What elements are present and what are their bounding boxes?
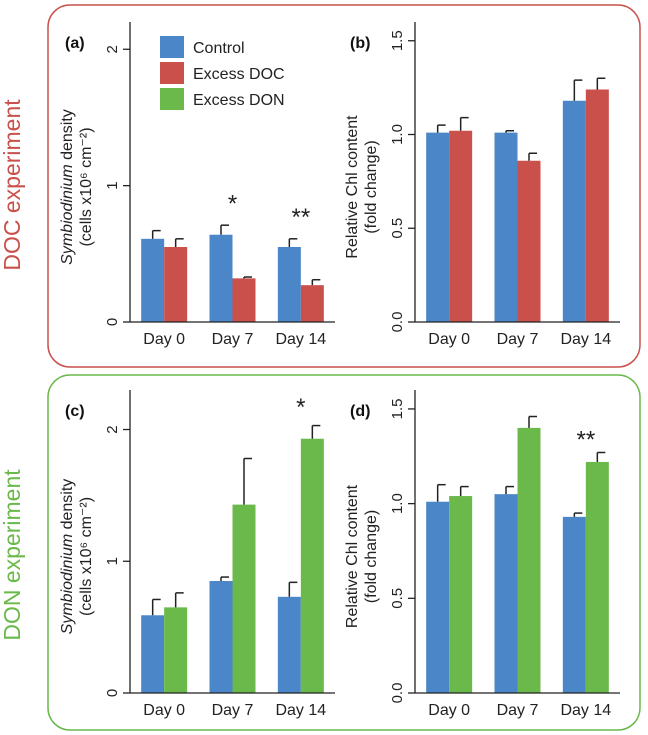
y-tick-label: 0.0 (389, 683, 406, 704)
legend-swatch-control (160, 36, 184, 58)
don-experiment-title: DON experiment (0, 469, 25, 641)
bar-control-day7 (209, 581, 233, 693)
bar-control-day14 (277, 247, 301, 322)
y-tick-label: 0.5 (389, 218, 406, 239)
y-tick-label: 0 (104, 318, 121, 326)
x-tick-label: Day 14 (560, 331, 611, 348)
bar-don-day7 (232, 504, 256, 693)
bar-control-day14 (562, 100, 586, 322)
bar-don-day0 (164, 607, 188, 693)
significance-marker: * (228, 190, 237, 217)
bar-don-day7 (517, 427, 541, 693)
y-tick-label: 0.5 (389, 588, 406, 609)
panel-label: (a) (65, 35, 85, 52)
x-tick-label: Day 0 (428, 331, 470, 348)
x-tick-label: Day 0 (143, 702, 185, 719)
y-tick-label: 1.0 (389, 124, 406, 145)
y-tick-label: 1.0 (389, 493, 406, 514)
y-axis-label-2: (fold change) (363, 140, 380, 233)
y-tick-label: 0.0 (389, 312, 406, 333)
significance-marker: ** (576, 426, 595, 453)
x-tick-label: Day 0 (143, 331, 185, 348)
y-tick-label: 1.5 (389, 30, 406, 51)
bar-control-day0 (141, 238, 165, 322)
bar-control-day0 (141, 615, 165, 693)
legend-swatch-doc (160, 62, 184, 84)
legend-label-don: Excess DON (193, 92, 285, 109)
bar-doc-day0 (449, 130, 473, 322)
panel-label: (c) (65, 403, 85, 420)
significance-marker: ** (291, 204, 310, 231)
x-tick-label: Day 0 (428, 702, 470, 719)
bar-doc-day0 (164, 247, 188, 322)
x-tick-label: Day 14 (560, 702, 611, 719)
don-experiment-frame (47, 374, 641, 731)
bar-don-day14 (585, 461, 609, 693)
bar-control-day7 (494, 494, 518, 693)
panel-d: Day 0 Day 7 Day 14 0.0 0.5 1.0 1.5 Relative Chl… (344, 390, 620, 719)
panel-b: Day 0 Day 7 Day 14 0.0 0.5 1.0 1.5 Relative Chl… (344, 22, 620, 348)
x-tick-label: Day 7 (497, 331, 539, 348)
y-tick-label: 1.5 (389, 399, 406, 420)
y-tick-label: 2 (104, 425, 121, 433)
y-axis-label: Relative Chl content (344, 115, 361, 259)
y-tick-label: 1 (104, 181, 121, 189)
bar-doc-day7 (517, 160, 541, 322)
x-tick-label: Day 7 (212, 702, 254, 719)
y-axis-label: Relative Chl content (344, 484, 361, 628)
bar-control-day0 (426, 501, 450, 693)
bar-doc-day14 (300, 285, 324, 322)
legend-label-control: Control (193, 40, 245, 57)
panel-label: (d) (350, 403, 370, 420)
doc-experiment-title: DOC experiment (0, 99, 25, 271)
bar-control-day14 (562, 516, 586, 693)
y-axis-label-2: (fold change) (363, 510, 380, 603)
x-tick-label: Day 14 (275, 702, 326, 719)
y-tick-label: 1 (104, 557, 121, 565)
legend-label-doc: Excess DOC (193, 66, 285, 83)
y-axis-label-2: (cells x10⁶ cm⁻²) (78, 127, 95, 246)
y-axis-label: Symbiodinium density (59, 479, 76, 635)
y-axis-label: Symbiodinium density (59, 109, 76, 265)
x-tick-label: Day 7 (212, 331, 254, 348)
legend-swatch-don (160, 88, 184, 110)
bar-doc-day14 (585, 89, 609, 322)
bar-control-day7 (494, 132, 518, 322)
bar-doc-day7 (232, 278, 256, 322)
panel-label: (b) (350, 35, 370, 52)
bar-don-day14 (300, 438, 324, 693)
significance-marker: * (296, 394, 305, 421)
y-tick-label: 0 (104, 689, 121, 697)
x-tick-label: Day 7 (497, 702, 539, 719)
y-tick-label: 2 (104, 45, 121, 53)
y-axis-label-2: (cells x10⁶ cm⁻²) (78, 497, 95, 616)
bar-control-day14 (277, 596, 301, 693)
bar-control-day0 (426, 132, 450, 322)
bar-control-day7 (209, 234, 233, 322)
bar-don-day0 (449, 496, 473, 693)
doc-experiment-frame (47, 4, 641, 368)
legend: Control Excess DOC Excess DON (160, 36, 285, 110)
x-tick-label: Day 14 (275, 331, 326, 348)
